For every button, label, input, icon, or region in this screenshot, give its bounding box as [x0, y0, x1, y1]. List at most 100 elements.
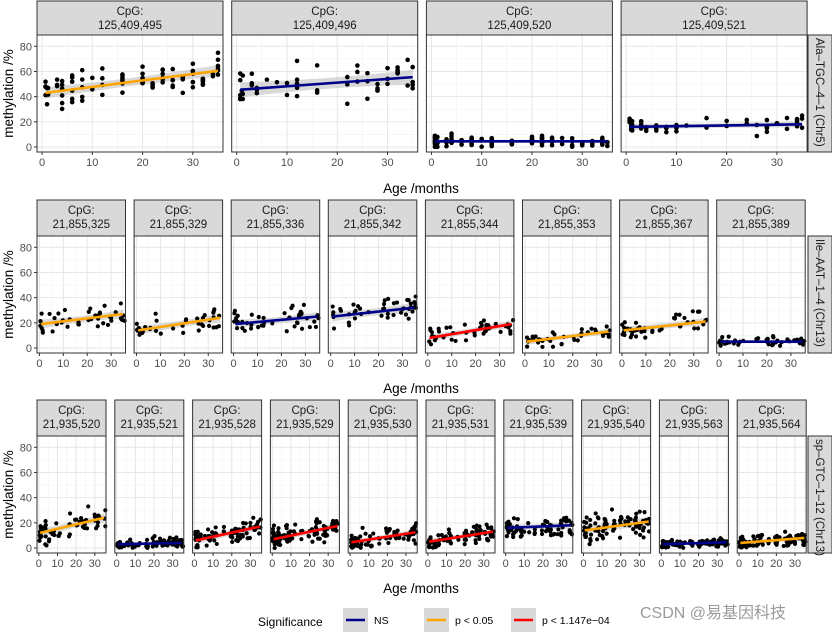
data-point	[256, 314, 261, 320]
data-point	[181, 330, 186, 336]
strip-label-prefix: CpG:	[506, 6, 533, 18]
data-point	[307, 324, 312, 330]
y-tick-label: 40	[20, 92, 32, 104]
data-point	[548, 529, 553, 534]
facet-strip	[269, 399, 340, 437]
x-tick-label: 10	[543, 358, 555, 370]
data-point	[43, 542, 48, 547]
strip-label-prefix: CpG:	[291, 405, 318, 417]
data-point	[784, 126, 790, 132]
data-point	[602, 517, 608, 522]
data-point	[360, 525, 365, 530]
data-point	[330, 304, 335, 309]
data-point	[588, 532, 594, 537]
data-point	[43, 519, 48, 524]
x-tick-label: 30	[299, 358, 311, 370]
x-tick-label: 30	[789, 558, 801, 570]
data-point	[288, 537, 293, 542]
panel-border	[522, 235, 612, 354]
data-point	[758, 535, 763, 540]
facet-strip	[36, 199, 126, 237]
x-tick-label: 30	[105, 358, 117, 370]
facet-panel: CpG: 21,935,521 0 10 20 30	[114, 399, 186, 570]
data-point	[510, 318, 516, 323]
x-tick-label: 10	[251, 358, 263, 370]
data-point	[600, 135, 605, 141]
strip-label-prefix: CpG:	[68, 205, 95, 217]
data-point	[600, 529, 606, 534]
regression-line	[662, 541, 727, 546]
data-point	[754, 133, 760, 139]
x-tick-label: 20	[148, 558, 160, 570]
data-point	[410, 309, 415, 314]
data-point	[428, 342, 434, 347]
data-point	[526, 521, 531, 526]
data-point	[140, 80, 145, 86]
panel-border	[736, 435, 807, 554]
data-point	[47, 311, 52, 317]
data-point	[76, 320, 81, 325]
data-point	[552, 531, 557, 537]
data-point	[190, 84, 196, 90]
facet-row: CpG: 21,935,520 0 10 20 30 0 20 40 60 80 methylatio…	[1, 399, 832, 596]
y-tick-label: 20	[20, 518, 32, 530]
data-point	[150, 544, 155, 549]
data-point	[180, 90, 186, 96]
x-tick-label: 0	[347, 558, 353, 570]
data-point	[314, 88, 320, 93]
facet-strip	[327, 199, 418, 237]
data-point	[43, 79, 48, 85]
data-point	[436, 326, 441, 331]
data-point	[190, 61, 196, 67]
data-point	[485, 525, 491, 530]
data-point	[150, 536, 155, 541]
strip-label-prefix: CpG:	[262, 205, 289, 217]
y-tick-label: 80	[20, 41, 32, 53]
regression-line	[240, 75, 413, 92]
data-point	[59, 93, 65, 98]
data-point	[511, 516, 517, 521]
data-point	[397, 535, 402, 541]
data-point	[381, 301, 387, 307]
data-point	[784, 115, 790, 121]
data-point	[427, 541, 432, 547]
data-point	[363, 531, 368, 536]
data-point	[50, 329, 55, 334]
data-point	[510, 532, 516, 537]
data-point	[54, 521, 59, 526]
strip-label-cpg: 125,409,521	[682, 20, 746, 32]
x-tick-label: 20	[459, 558, 471, 570]
x-tick-label: 30	[493, 358, 505, 370]
data-point	[69, 96, 75, 102]
data-point	[784, 543, 790, 548]
data-point	[256, 324, 261, 330]
data-point	[86, 309, 91, 314]
data-point	[403, 312, 409, 317]
x-tick-label: 10	[518, 558, 530, 570]
data-point	[719, 537, 724, 542]
data-point	[666, 544, 671, 550]
data-point	[261, 315, 266, 320]
data-point	[299, 537, 304, 542]
x-tick-label: 20	[303, 558, 315, 570]
regression-line	[584, 520, 649, 532]
data-point	[294, 58, 300, 64]
data-point	[154, 318, 159, 323]
data-point	[310, 539, 315, 544]
data-point	[639, 329, 644, 334]
x-tick-label: 10	[446, 358, 458, 370]
data-point	[456, 537, 461, 542]
y-tick-label: 40	[20, 293, 32, 305]
data-point	[306, 534, 312, 539]
data-point	[641, 525, 647, 530]
data-point	[566, 518, 572, 523]
data-point	[413, 523, 418, 528]
x-tick-label: 20	[615, 558, 627, 570]
data-point	[65, 324, 70, 329]
data-point	[294, 77, 300, 83]
data-point	[611, 528, 616, 533]
panel-border	[425, 34, 613, 153]
data-point	[469, 142, 474, 148]
x-tick-label: 0	[619, 358, 625, 370]
